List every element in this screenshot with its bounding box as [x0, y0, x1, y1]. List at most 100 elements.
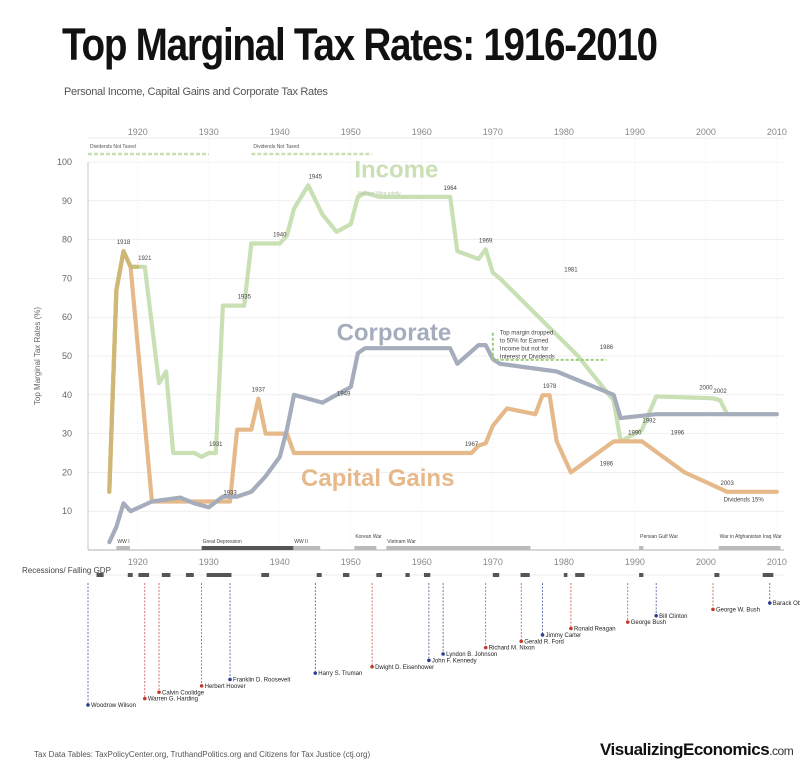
president-dot [199, 684, 204, 688]
president-dot [519, 639, 524, 644]
recession-marker [96, 573, 104, 577]
recession-marker [261, 573, 270, 577]
recession-marker [762, 573, 774, 577]
x-tick-label-top: 1980 [554, 127, 574, 137]
president-dot [654, 613, 658, 618]
event-label: Persian Gulf War [640, 534, 678, 540]
president-name: Lyndon B. Johnson [446, 652, 497, 658]
event-bar [116, 546, 130, 550]
recession-marker [575, 573, 585, 577]
series-line-overlap [107, 249, 140, 494]
x-tick-label-top: 1940 [270, 127, 290, 137]
president-name: Calvin Coolidge [162, 690, 205, 696]
dividends-15-label: Dividends 15% [724, 498, 765, 504]
series-lines [107, 183, 779, 545]
x-tick-label-top: 1970 [483, 127, 503, 137]
dividends-note-label: Dividends Not Taxed [90, 144, 136, 150]
x-tick-label-bottom: 1980 [554, 557, 574, 567]
callout-line [491, 332, 607, 361]
president-dot [483, 645, 488, 650]
y-tick-label: 90 [62, 196, 72, 206]
event-bar [354, 546, 377, 550]
y-tick-label: 100 [57, 157, 72, 167]
data-label: 1978 [543, 384, 557, 390]
y-tick-label: 20 [62, 467, 72, 477]
x-tick-label-top: 1960 [412, 127, 432, 137]
series-labels: Dividends Not Taxed Dividends Not Taxed 19… [88, 144, 764, 504]
y-tick-label: 60 [62, 312, 72, 322]
event-bar [639, 546, 644, 550]
series-label-capital-gains: Capital Gains [301, 465, 454, 492]
x-tick-label-top: 1920 [128, 127, 148, 137]
president-dot [313, 671, 318, 675]
recession-marker [520, 573, 530, 577]
data-label: 1949 [337, 392, 351, 398]
x-tick-label-top: 2010 [767, 127, 787, 137]
recession-marker [138, 573, 150, 577]
data-label: 1935 [238, 295, 252, 301]
president-name: Ronald Reagan [574, 627, 616, 633]
president-dot [540, 633, 545, 637]
grid [88, 138, 784, 550]
x-tick-label-bottom: 1950 [341, 557, 361, 567]
data-label: 1967 [465, 442, 479, 448]
data-label: 1990 [628, 430, 642, 436]
event-bar [386, 546, 531, 550]
y-tick-label: 50 [62, 351, 72, 361]
event-bar [201, 546, 294, 550]
brand-suffix: .com [769, 744, 794, 758]
x-tick-label-top: 1950 [341, 127, 361, 137]
brand-logo: VisualizingEconomics.com [600, 740, 794, 760]
y-tick-label: 30 [62, 429, 72, 439]
series-line-capital-gains [107, 249, 779, 504]
x-tick-label-bottom: 2000 [696, 557, 716, 567]
data-label: 1964 [444, 186, 458, 192]
series-label-income: Income [354, 157, 438, 184]
event-label: Vietnam War [387, 539, 416, 545]
x-tick-label-bottom: 1930 [199, 557, 219, 567]
president-name: John F. Kennedy [432, 658, 477, 664]
president-name: George W. Bush [716, 607, 760, 613]
recession-marker [186, 573, 194, 577]
president-name: Warren G. Harding [148, 697, 198, 703]
recession-marker [492, 573, 500, 577]
data-label: 1918 [117, 240, 131, 246]
y-tick-label: 70 [62, 273, 72, 283]
data-label: 2003 [721, 481, 735, 487]
president-dot [625, 620, 630, 624]
x-tick-label-bottom: 1960 [412, 557, 432, 567]
x-tick-label-bottom: 1970 [483, 557, 503, 567]
recession-marker [376, 573, 383, 577]
president-dot [427, 658, 431, 663]
y-tick-label: 10 [62, 506, 72, 516]
y-tick-label: 40 [62, 390, 72, 400]
president-name: Dwight D. Eisenhower [375, 665, 434, 671]
event-bar [718, 546, 781, 550]
event-label: War in Afghanistan Iraq War [720, 534, 782, 540]
page-title: Top Marginal Tax Rates: 1916-2010 [62, 19, 658, 70]
source-note: Tax Data Tables: TaxPolicyCenter.org, Tr… [34, 750, 371, 759]
x-tick-label-top: 1990 [625, 127, 645, 137]
event-label: Great Depression [203, 539, 242, 545]
president-dot [143, 696, 147, 701]
president-name: Jimmy Carter [546, 633, 582, 639]
data-label: 1937 [252, 388, 266, 394]
page-subtitle: Personal Income, Capital Gains and Corpo… [64, 86, 328, 98]
recession-marker [639, 573, 644, 577]
data-label: 1992 [642, 419, 656, 425]
x-tick-label-bottom: 2010 [767, 557, 787, 567]
president-name: Harry S. Truman [318, 671, 362, 677]
series-line-corporate [107, 343, 779, 545]
president-name: Herbert Hoover [205, 684, 246, 690]
president-name: Bill Clinton [659, 614, 687, 620]
event-bar [293, 546, 321, 550]
y-axis-title: Top Marginal Tax Rates (%) [33, 307, 42, 405]
data-label: 1940 [273, 232, 287, 238]
data-label: 1986 [600, 461, 614, 467]
callout-note-line: Top margin dropped [500, 331, 553, 337]
recession-marker [342, 573, 350, 577]
callout-note-line: Interest or Dividends [500, 355, 555, 361]
callout-note-line: Income but not for [500, 347, 548, 353]
recession-marker [423, 573, 431, 577]
brand-name: VisualizingEconomics [600, 740, 770, 759]
